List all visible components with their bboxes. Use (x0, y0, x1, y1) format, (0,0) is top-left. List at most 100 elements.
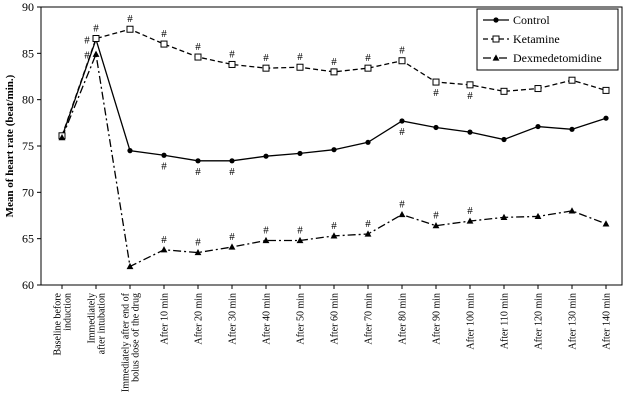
x-tick-label: Immediately after end ofbolus dose of th… (121, 292, 142, 392)
significance-mark: # (161, 28, 167, 40)
series-point-control (195, 158, 201, 164)
significance-marks: # # # # # # # # # # # # # # # # # # # # # # # # # # # # (84, 13, 473, 248)
y-tick-label: 75 (22, 139, 34, 153)
x-tick-label: After 130 min (568, 293, 579, 350)
x-tick-label: After 80 min (398, 293, 409, 345)
x-tick-label-line: After 60 min (330, 293, 341, 345)
series-point-control (263, 153, 269, 159)
significance-mark: # (263, 225, 269, 237)
x-tick-label-line: Immediately (87, 293, 98, 344)
x-tick-label-line: After 40 min (262, 293, 273, 345)
x-tick-label-line: After 20 min (194, 293, 205, 345)
series-point-dexmedetomidine (500, 213, 508, 220)
significance-mark: # (331, 220, 337, 232)
series-point-dexmedetomidine (296, 236, 304, 244)
y-tick-label: 90 (22, 0, 34, 14)
series-point-ketamine (296, 63, 304, 71)
series-point-ketamine (194, 53, 202, 61)
series-point-dexmedetomidine (58, 134, 66, 141)
series-point-dexmedetomidine (262, 236, 270, 244)
y-tick-label: 80 (22, 93, 34, 107)
x-tick-label-line: After 110 min (500, 293, 511, 349)
x-tick-label-line: After 130 min (568, 293, 579, 350)
series-point-ketamine (364, 64, 372, 72)
y-axis-label: Mean of heart rate (beat/min.) (4, 74, 16, 217)
series-point-dexmedetomidine (568, 207, 576, 214)
x-tick-label-line: After 80 min (398, 293, 409, 345)
series-point-dexmedetomidine (602, 220, 610, 227)
series-point-dexmedetomidine (194, 248, 202, 256)
x-tick-label: Immediatelyafter intubation (87, 293, 108, 354)
x-tick-label-line: After 140 min (602, 293, 613, 350)
significance-mark: # (195, 237, 201, 249)
series-point-ketamine (602, 86, 610, 94)
x-tick-label-line: induction (63, 293, 74, 331)
series-markers (58, 25, 610, 270)
x-tick-label: After 60 min (330, 293, 341, 345)
significance-mark: # (365, 52, 371, 64)
x-tick-label: After 70 min (364, 293, 375, 345)
significance-mark: # (467, 90, 473, 102)
legend-label-dexmedetomidine: Dexmedetomidine (513, 51, 602, 65)
significance-mark: # (229, 166, 235, 178)
x-tick-label-line: After 50 min (296, 293, 307, 345)
series-point-control (229, 158, 235, 164)
series-point-control (297, 150, 303, 157)
series-point-control (127, 148, 133, 154)
x-tick-label-line: after intubation (97, 293, 108, 354)
series-point-control (569, 126, 575, 132)
significance-mark: # (161, 234, 167, 246)
series-point-ketamine (568, 76, 576, 84)
y-tick-label: 70 (22, 185, 34, 199)
series-point-dexmedetomidine (92, 50, 100, 57)
significance-mark: # (263, 52, 269, 64)
x-tick-label-line: bolus dose of the drug (131, 293, 142, 382)
y-tick-label: 65 (22, 232, 34, 246)
series-point-control (603, 115, 609, 121)
x-tick-label: After 50 min (296, 293, 307, 345)
series-point-control (331, 147, 337, 153)
significance-mark: # (84, 49, 90, 61)
significance-mark: # (331, 56, 337, 68)
x-tick-label-line: After 70 min (364, 293, 375, 345)
significance-mark: # (229, 231, 235, 243)
x-tick-label-line: After 30 min (228, 293, 239, 345)
significance-mark: # (467, 205, 473, 217)
x-tick-label: After 140 min (602, 293, 613, 350)
series-point-control (433, 124, 439, 131)
series-point-dexmedetomidine (160, 246, 168, 253)
significance-mark: # (297, 51, 303, 63)
series-point-ketamine (534, 85, 542, 93)
x-tick-label: After 20 min (194, 293, 205, 345)
x-tick-label-line: Immediately after end of (121, 292, 132, 392)
significance-mark: # (399, 45, 405, 57)
y-tick-label: 60 (22, 278, 34, 292)
x-tick-label-line: Baseline before (53, 292, 64, 355)
y-tick-label: 85 (22, 46, 34, 60)
series-point-control (399, 118, 405, 124)
legend-marker-ketamine (492, 35, 500, 43)
series-point-ketamine (432, 78, 440, 86)
legend: Control Ketamine Dexmedetomidine (476, 8, 619, 71)
significance-mark: # (433, 210, 439, 222)
y-axis-ticks: 60 65 70 75 80 85 90 (22, 0, 41, 292)
series-point-ketamine (398, 57, 406, 65)
series-point-ketamine (160, 40, 168, 48)
significance-mark: # (297, 225, 303, 237)
significance-mark: # (93, 23, 99, 35)
x-tick-label: After 90 min (432, 293, 443, 345)
x-tick-label-line: After 10 min (160, 293, 171, 345)
x-tick-label: After 110 min (500, 293, 511, 349)
series-point-dexmedetomidine (466, 217, 474, 224)
significance-mark: # (127, 13, 133, 25)
x-tick-label-line: After 100 min (466, 293, 477, 350)
x-tick-label-line: After 90 min (432, 293, 443, 345)
series-point-dexmedetomidine (126, 262, 134, 270)
significance-mark: # (399, 126, 405, 138)
x-tick-label: Baseline beforeinduction (53, 292, 74, 355)
x-tick-label: After 100 min (466, 293, 477, 350)
x-tick-label-line: After 120 min (534, 293, 545, 350)
significance-mark: # (195, 41, 201, 53)
significance-mark: # (229, 48, 235, 60)
